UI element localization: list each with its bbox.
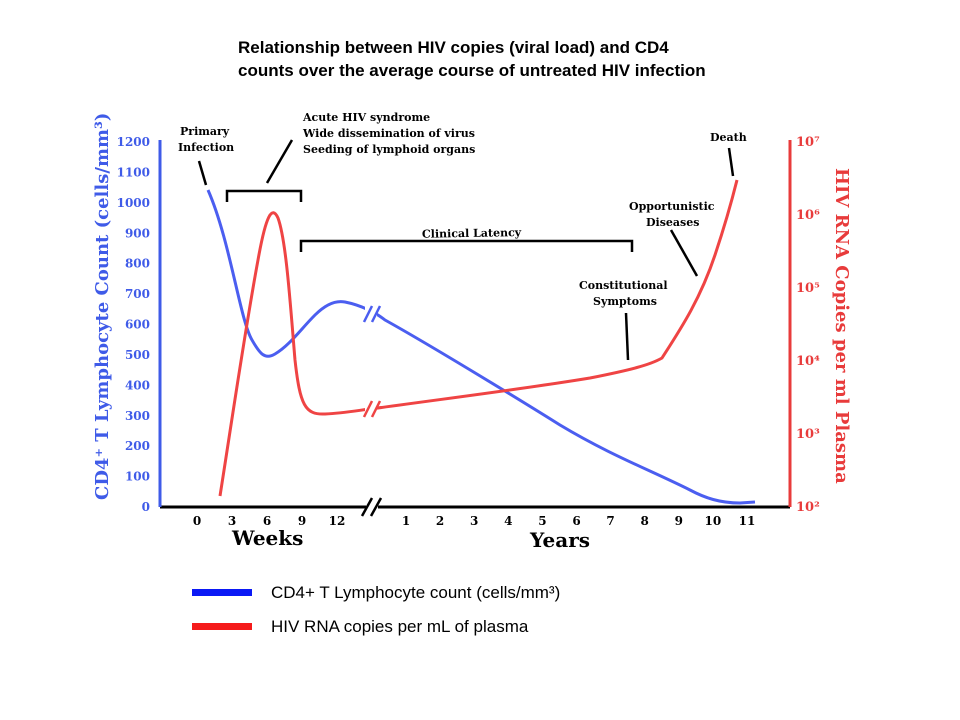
y-right-tick-label: 10²: [796, 500, 820, 515]
rna-break-mark: [362, 400, 374, 418]
x-year-tick-label: 4: [504, 514, 512, 528]
y-left-label: CD4⁺ T Lymphocyte Count (cells/mm³): [92, 113, 113, 500]
y-left-tick-label: 200: [125, 439, 150, 453]
annotation-text: Acute HIV syndrome: [302, 111, 430, 124]
y-left-ticks: 0 100 200 300 400 500 600 700 800 900 1000 1100 1200: [117, 135, 150, 514]
y-left-tick-label: 1000: [117, 196, 150, 210]
pointer-acute: [265, 139, 294, 184]
y-left-tick-label: 600: [125, 318, 150, 332]
annotation-clinical-latency: Clinical Latency: [422, 226, 522, 241]
annotation-text: Infection: [178, 141, 234, 154]
legend-label-rna: HIV RNA copies per mL of plasma: [271, 617, 529, 636]
series-rna-line: [218, 179, 739, 497]
x-week-tick-label: 3: [228, 514, 236, 528]
x-year-tick-label: 6: [572, 514, 580, 528]
pointer-opportunistic: [669, 229, 699, 277]
x-year-tick-label: 3: [470, 514, 478, 528]
y-left-tick-label: 0: [142, 500, 150, 514]
x-year-tick-label: 2: [436, 514, 444, 528]
x-year-tick-label: 8: [641, 514, 649, 528]
legend-label-cd4: CD4+ T Lymphocyte count (cells/mm³): [271, 583, 561, 602]
x-week-tick-label: 6: [263, 514, 271, 528]
x-year-ticks: 1 2 3 4 5 6 7 8 9 10 11: [402, 514, 756, 528]
y-left-tick-label: 500: [125, 348, 150, 362]
x-axis-break-mark: [360, 497, 374, 517]
y-right-tick-label: 10⁶: [796, 208, 820, 223]
y-left-tick-label: 300: [125, 409, 150, 423]
y-left-tick-label: 900: [125, 226, 150, 240]
legend-swatch-cd4: [192, 589, 252, 596]
y-right-tick-label: 10⁷: [796, 135, 820, 150]
xlabel-years: Years: [529, 528, 590, 552]
annotation-text: Symptoms: [593, 295, 657, 308]
cd4-break-mark: [370, 305, 382, 323]
annotation-text: Opportunistic: [629, 200, 715, 213]
y-left-tick-label: 800: [125, 257, 150, 271]
y-left-tick-label: 1200: [117, 135, 150, 149]
x-year-tick-label: 11: [739, 514, 756, 528]
cd4-break-mark: [362, 305, 374, 323]
title-line-2: counts over the average course of untrea…: [238, 61, 706, 80]
annotation-opportunistic: Opportunistic Diseases: [629, 200, 715, 229]
pointer-constitutional: [624, 312, 630, 361]
y-left-tick-label: 100: [125, 470, 150, 484]
bracket-clinical-latency: [299, 239, 634, 252]
pointer-death: [727, 147, 735, 177]
rna-break-mark: [370, 400, 382, 418]
annotation-text: Wide dissemination of virus: [302, 127, 475, 140]
x-week-tick-label: 12: [329, 514, 346, 528]
x-year-tick-label: 10: [705, 514, 722, 528]
annotation-text: Diseases: [646, 216, 699, 229]
annotation-text: Seeding of lymphoid organs: [303, 143, 475, 156]
y-right-tick-label: 10³: [796, 427, 820, 442]
y-left-tick-label: 400: [125, 378, 150, 392]
y-left-tick-label: 700: [125, 287, 150, 301]
pointer-primary-infection: [197, 160, 208, 186]
x-week-tick-label: 9: [298, 514, 306, 528]
annotation-text: Primary: [180, 125, 230, 138]
x-year-tick-label: 1: [402, 514, 410, 528]
series-cd4-line: [206, 189, 756, 505]
xlabel-weeks: Weeks: [231, 526, 303, 550]
annotation-primary-infection: Primary Infection: [178, 125, 234, 154]
x-year-tick-label: 7: [606, 514, 614, 528]
title-line-1: Relationship between HIV copies (viral l…: [238, 38, 669, 57]
bracket-acute: [225, 189, 303, 202]
x-year-tick-label: 9: [675, 514, 683, 528]
x-week-ticks: 0 3 6 9 12: [193, 514, 346, 528]
y-right-label: HIV RNA Copies per ml Plasma: [831, 168, 852, 484]
x-week-tick-label: 0: [193, 514, 201, 528]
y-right-tick-label: 10⁵: [796, 281, 820, 296]
x-axis-break-mark: [369, 497, 383, 517]
annotation-constitutional: Constitutional Symptoms: [579, 279, 668, 308]
annotation-acute: Acute HIV syndrome Wide dissemination of…: [302, 111, 475, 156]
annotation-text: Constitutional: [579, 279, 668, 292]
legend-swatch-rna: [192, 623, 252, 630]
x-year-tick-label: 5: [538, 514, 546, 528]
annotation-death: Death: [710, 131, 747, 144]
y-left-tick-label: 1100: [117, 165, 150, 179]
y-right-ticks: 10² 10³ 10⁴ 10⁵ 10⁶ 10⁷: [796, 135, 820, 515]
y-right-tick-label: 10⁴: [796, 354, 820, 369]
slide-title: Relationship between HIV copies (viral l…: [238, 36, 878, 82]
